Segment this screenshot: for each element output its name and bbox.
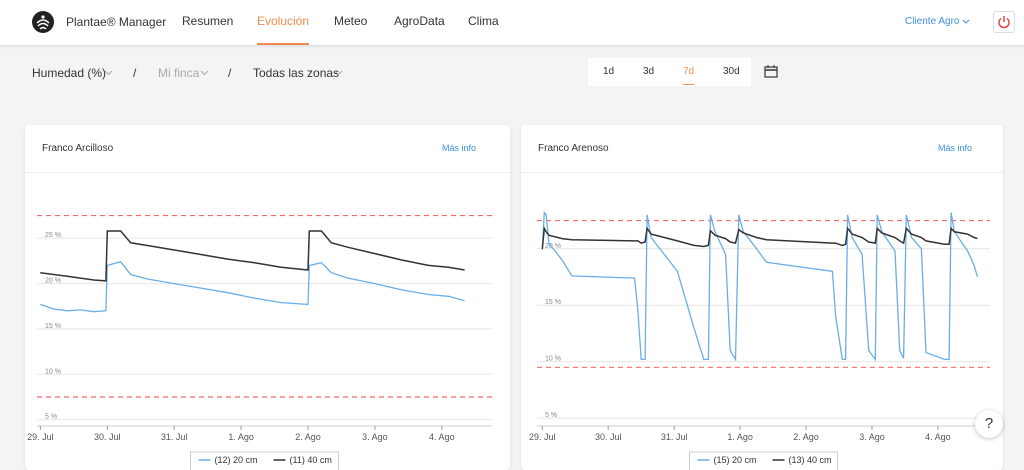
series-line	[40, 230, 465, 282]
chart-card: Franco Arenoso Más info 5 % 10 % 15 % 20 % 2…	[521, 125, 1003, 470]
logo[interactable]	[32, 11, 54, 33]
x-tick-label: 31. Jul	[161, 432, 188, 442]
period-selector: 1d 3d 7d 30d	[588, 58, 751, 86]
period-button[interactable]: 7d	[683, 66, 695, 85]
farm-select[interactable]: Mi finca	[158, 66, 200, 80]
x-tick-label: 29. Jul	[27, 432, 54, 442]
chart-card: Franco Arcilloso Más info 5 % 10 % 15 % 20 …	[25, 125, 510, 470]
x-tick-label: 2. Ago	[793, 432, 819, 442]
variable-select[interactable]: Humedad (%)	[32, 66, 107, 80]
chart: 5 % 10 % 15 % 20 % 25 % 29. Jul 30. Jul 31. Jul…	[27, 214, 492, 470]
period-button[interactable]: 30d	[723, 66, 740, 77]
series-line	[541, 225, 978, 249]
separator: /	[133, 66, 137, 80]
y-tick-label: 20 %	[545, 243, 561, 250]
x-tick-label: 3. Ago	[362, 432, 388, 442]
x-tick-label: 30. Jul	[595, 432, 622, 442]
help-button[interactable]: ?	[975, 410, 1003, 438]
nav-tab[interactable]: Meteo	[334, 14, 368, 28]
more-info-link[interactable]: Más info	[938, 143, 973, 153]
y-tick-label: 10 %	[45, 368, 61, 375]
period-button[interactable]: 3d	[643, 66, 655, 77]
series-line	[541, 210, 979, 362]
nav-tab[interactable]: Evolución	[257, 14, 310, 45]
x-tick-label: 4. Ago	[429, 432, 455, 442]
x-tick-label: 3. Ago	[859, 432, 885, 442]
top-bar: Plantae® Manager Resumen Evolución Meteo…	[0, 0, 1024, 45]
x-tick-label: 4. Ago	[925, 432, 951, 442]
separator: /	[228, 66, 232, 80]
power-button[interactable]	[993, 11, 1015, 33]
chevron	[200, 70, 209, 76]
x-tick-label: 1. Ago	[228, 432, 254, 442]
legend-label: (13) 40 cm	[789, 455, 832, 465]
nav-tab[interactable]: Clima	[468, 14, 499, 28]
x-tick-label: 2. Ago	[295, 432, 321, 442]
more-info-link[interactable]: Más info	[442, 143, 477, 153]
x-tick-label: 1. Ago	[727, 432, 753, 442]
zone-select[interactable]: Todas las zonas	[253, 66, 340, 80]
nav-tab[interactable]: AgroData	[394, 14, 445, 28]
x-tick-label: 31. Jul	[661, 432, 688, 442]
brand[interactable]: Plantae® Manager	[66, 15, 167, 29]
x-tick-label: 29. Jul	[529, 432, 556, 442]
y-tick-label: 15 %	[545, 299, 561, 306]
calendar-icon[interactable]	[764, 65, 778, 78]
chevron	[104, 70, 113, 76]
legend-label: (11) 40 cm	[290, 455, 332, 465]
y-tick-label: 15 %	[45, 323, 61, 330]
chart-title: Franco Arenoso	[538, 143, 609, 154]
y-tick-label: 10 %	[545, 356, 561, 363]
period-button[interactable]: 1d	[603, 66, 615, 77]
chevron	[962, 19, 970, 24]
legend-label: (12) 20 cm	[215, 455, 258, 465]
y-tick-label: 25 %	[45, 232, 61, 239]
user-menu[interactable]: Cliente Agro	[905, 16, 960, 27]
y-tick-label: 20 %	[45, 278, 61, 285]
chart: 5 % 10 % 15 % 20 % 29. Jul 30. Jul 31. Jul 1. A…	[529, 210, 990, 470]
nav-tab[interactable]: Resumen	[182, 14, 234, 28]
chevron	[334, 70, 343, 76]
legend-label: (15) 20 cm	[714, 455, 757, 465]
y-tick-label: 5 %	[45, 414, 57, 421]
series-line	[40, 261, 465, 313]
x-tick-label: 30. Jul	[94, 432, 121, 442]
y-tick-label: 5 %	[545, 412, 557, 419]
chart-title: Franco Arcilloso	[42, 143, 114, 154]
